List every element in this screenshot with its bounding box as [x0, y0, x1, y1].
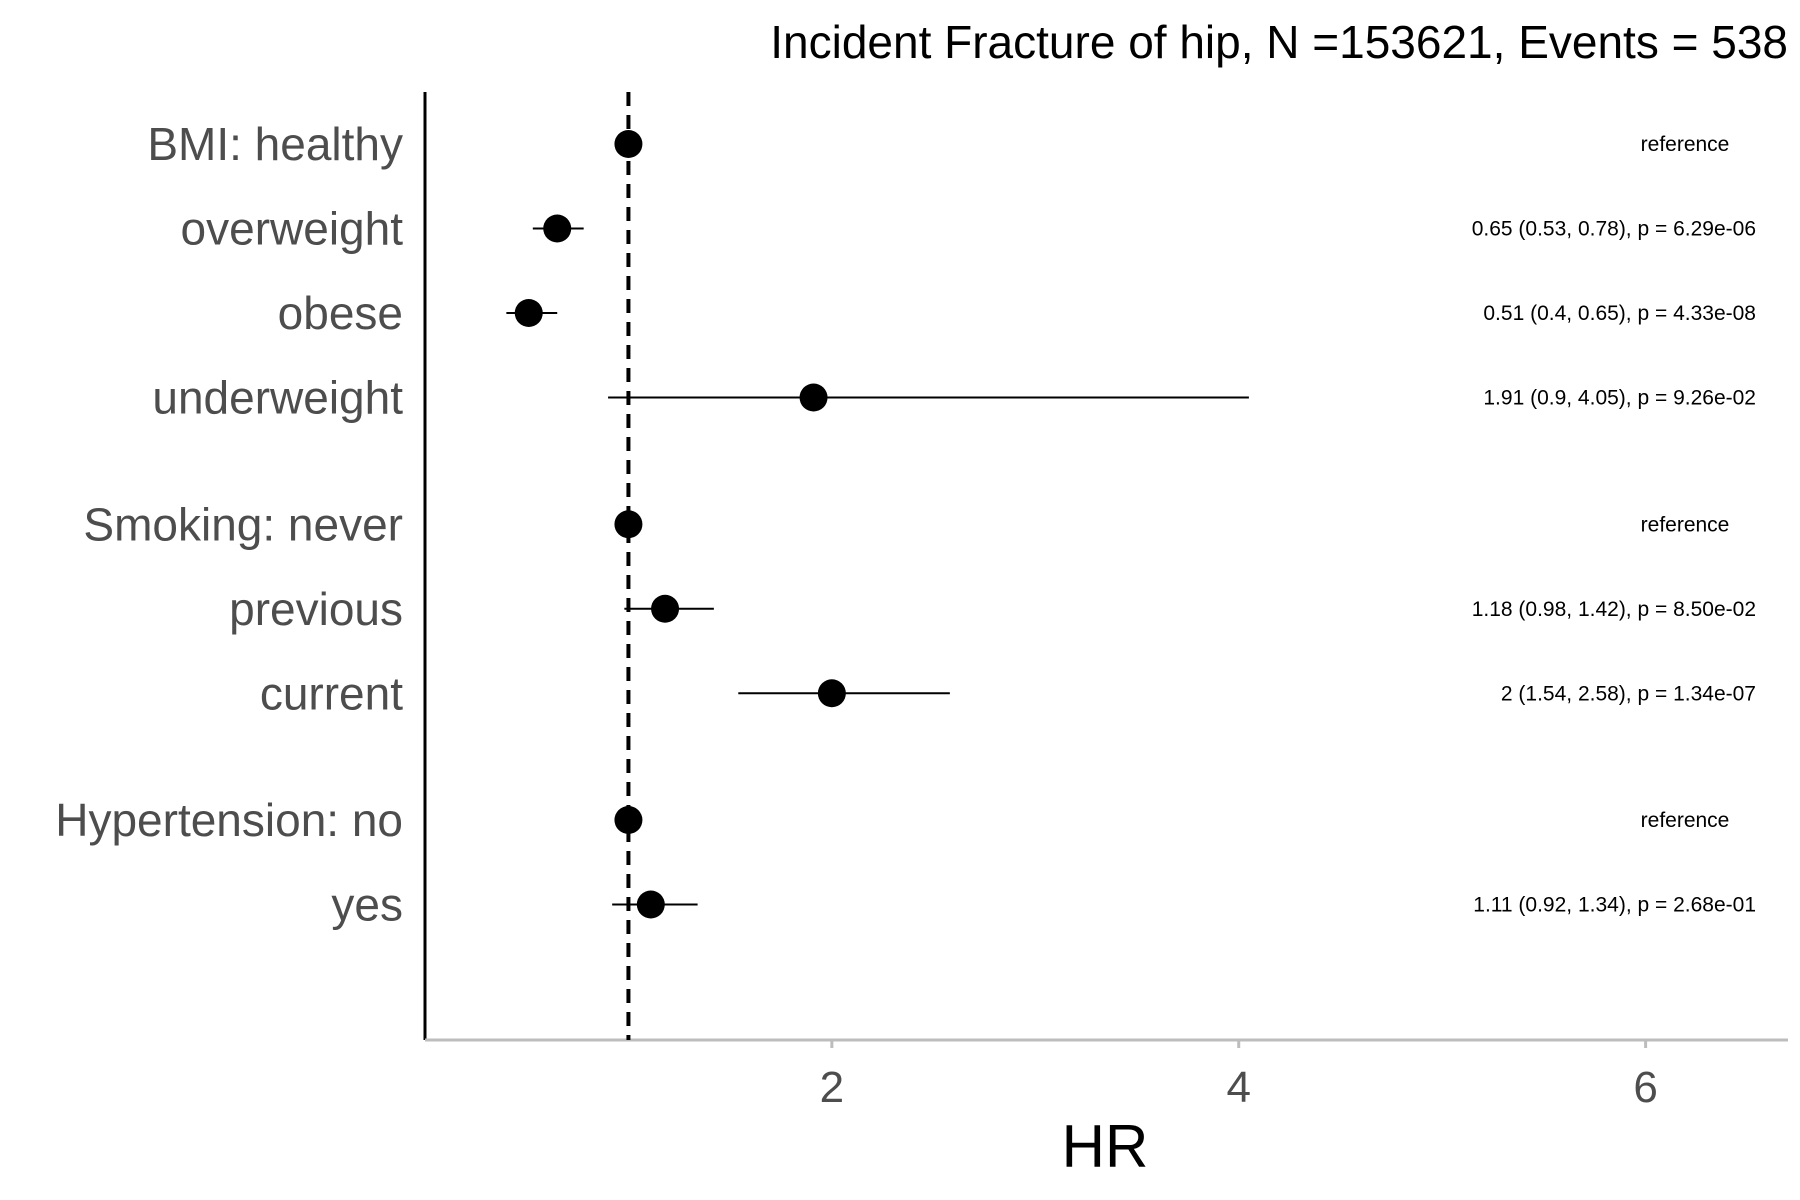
row-annotation: 1.11 (0.92, 1.34), p = 2.68e-01	[1473, 894, 1756, 917]
hr-point	[614, 130, 643, 158]
row-annotation: 0.65 (0.53, 0.78), p = 6.29e-06	[1472, 218, 1756, 241]
row-label: previous	[229, 583, 403, 635]
row-label: yes	[331, 879, 403, 931]
row-label: Smoking: never	[83, 498, 403, 550]
row-label: overweight	[181, 203, 404, 255]
chart-title: Incident Fracture of hip, N =153621, Eve…	[770, 16, 1788, 68]
hr-point	[543, 214, 572, 243]
hr-point	[614, 510, 643, 539]
hr-point	[636, 890, 665, 919]
row-annotation: 0.51 (0.4, 0.65), p = 4.33e-08	[1483, 302, 1756, 325]
x-axis-label: HR	[1062, 1113, 1149, 1180]
x-tick-label: 2	[820, 1063, 844, 1112]
hr-point	[799, 383, 828, 412]
row-annotation: 2 (1.54, 2.58), p = 1.34e-07	[1501, 682, 1756, 705]
hr-point	[614, 806, 643, 834]
hr-point	[817, 679, 846, 708]
row-annotation: 1.18 (0.98, 1.42), p = 8.50e-02	[1472, 598, 1756, 621]
row-label: Hypertension: no	[55, 794, 403, 846]
row-label: underweight	[152, 372, 403, 424]
x-tick-label: 6	[1633, 1063, 1657, 1112]
row-annotation: reference	[1641, 513, 1730, 536]
plot-area: 2 4 6 BMI: healthy reference overweight 0.65 (…	[55, 92, 1788, 1112]
row-label: obese	[278, 287, 403, 339]
row-annotation: reference	[1641, 809, 1730, 832]
row-label: BMI: healthy	[147, 118, 403, 170]
hr-point	[651, 594, 680, 623]
row-annotation: reference	[1641, 133, 1730, 156]
x-tick-label: 4	[1226, 1063, 1250, 1112]
row-label: current	[260, 667, 403, 719]
hr-point	[514, 299, 543, 327]
row-annotation: 1.91 (0.9, 4.05), p = 9.26e-02	[1483, 387, 1756, 410]
